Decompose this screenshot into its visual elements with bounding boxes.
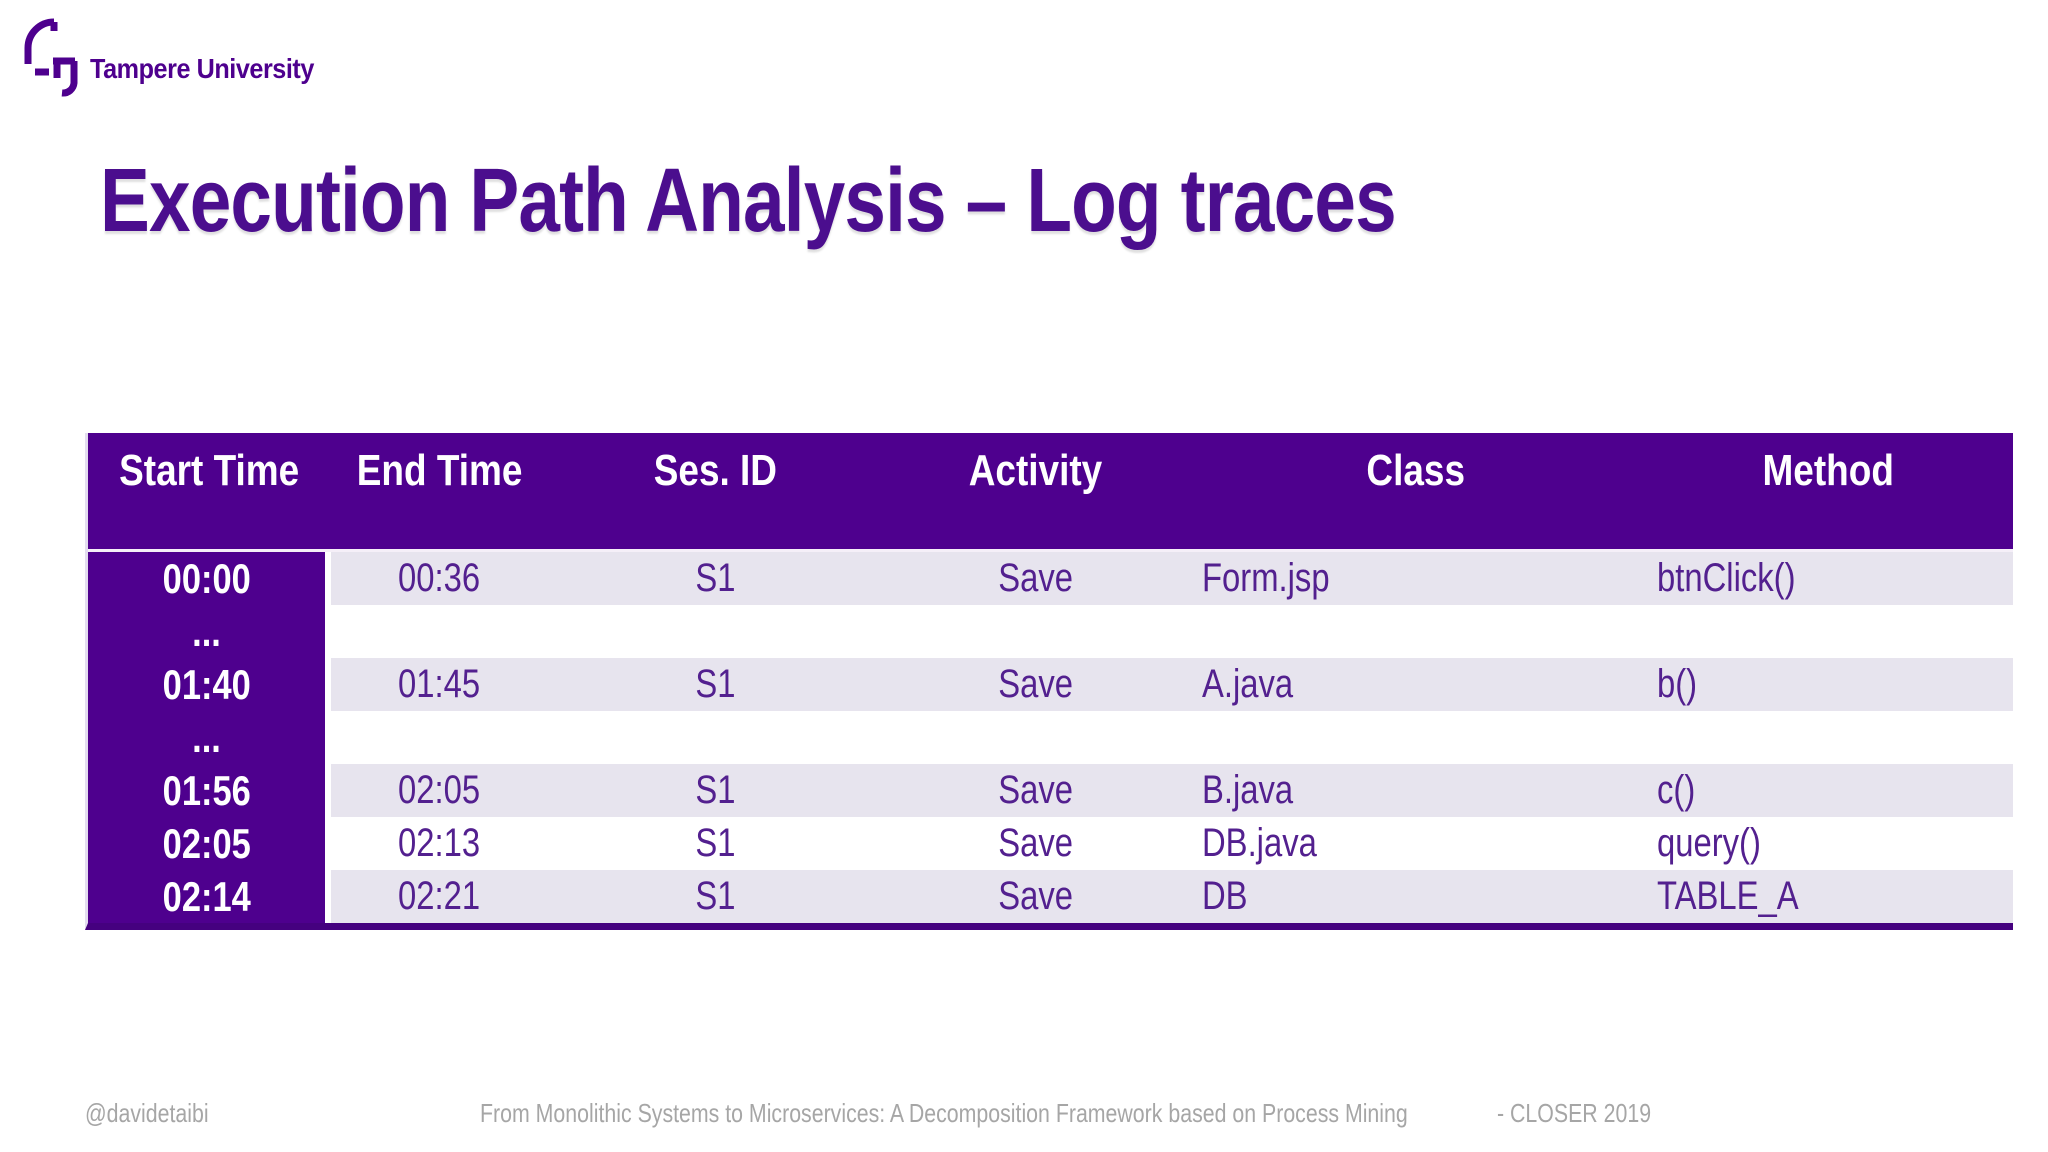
table-cell: TABLE_A	[1643, 870, 2013, 923]
footer-paper-reference: From Monolithic Systems to Microservices…	[480, 1098, 1408, 1128]
table-cell	[1188, 711, 1643, 764]
column-header-end-time: End Time	[331, 433, 548, 549]
table-row: 02:05 02:13 S1 Save DB.java query()	[88, 817, 2013, 870]
footer-conference-label: - CLOSER 2019	[1497, 1098, 1652, 1128]
table-cell: 02:13	[331, 817, 548, 870]
table-cell: 02:21	[331, 870, 548, 923]
table-row: ...	[88, 605, 2013, 658]
table-cell: query()	[1643, 817, 2013, 870]
table-cell: 01:40	[88, 658, 331, 711]
table-row: ...	[88, 711, 2013, 764]
table-cell: Save	[883, 552, 1188, 605]
table-cell: Save	[883, 817, 1188, 870]
page-title: Execution Path Analysis – Log traces	[100, 151, 1397, 251]
footer-author-handle: @davidetaibi	[85, 1098, 209, 1128]
table-cell	[331, 711, 548, 764]
table-cell: c()	[1643, 764, 2013, 817]
table-header-row: Start Time End Time Ses. ID Activity Cla…	[88, 433, 2013, 549]
table-cell: DB.java	[1188, 817, 1643, 870]
table-cell	[548, 605, 883, 658]
column-header-method: Method	[1643, 433, 2013, 549]
table-cell: 01:56	[88, 764, 331, 817]
table-cell	[1188, 605, 1643, 658]
table-cell: 02:05	[88, 817, 331, 870]
table-cell: Save	[883, 658, 1188, 711]
column-header-session-id: Ses. ID	[548, 433, 883, 549]
table-row: 01:56 02:05 S1 Save B.java c()	[88, 764, 2013, 817]
table-cell: B.java	[1188, 764, 1643, 817]
column-header-start-time: Start Time	[88, 433, 331, 549]
table-cell: 00:36	[331, 552, 548, 605]
table-cell: S1	[548, 764, 883, 817]
table-cell	[883, 605, 1188, 658]
table-cell: 01:45	[331, 658, 548, 711]
table-cell: Save	[883, 870, 1188, 923]
table-cell: S1	[548, 552, 883, 605]
table-cell: ...	[88, 605, 331, 658]
table-cell: ...	[88, 711, 331, 764]
table-cell	[1643, 605, 2013, 658]
table-cell	[331, 605, 548, 658]
table-cell: S1	[548, 870, 883, 923]
column-header-activity: Activity	[883, 433, 1188, 549]
table-cell: S1	[548, 817, 883, 870]
table-row: 00:00 00:36 S1 Save Form.jsp btnClick()	[88, 552, 2013, 605]
table-row: 02:14 02:21 S1 Save DB TABLE_A	[88, 870, 2013, 923]
tampere-university-logo-icon	[22, 14, 80, 98]
table-cell: 00:00	[88, 552, 331, 605]
table-body: 00:00 00:36 S1 Save Form.jsp btnClick()... 01:…	[88, 549, 2013, 923]
table-cell: btnClick()	[1643, 552, 2013, 605]
column-header-class: Class	[1188, 433, 1643, 549]
table-row: 01:40 01:45 S1 Save A.java b()	[88, 658, 2013, 711]
university-logo: Tampere University	[22, 14, 339, 98]
table-cell: 02:14	[88, 870, 331, 923]
table-cell: S1	[548, 658, 883, 711]
table-cell: 02:05	[331, 764, 548, 817]
table-cell: Form.jsp	[1188, 552, 1643, 605]
table-cell	[883, 711, 1188, 764]
log-traces-table: Start Time End Time Ses. ID Activity Cla…	[85, 433, 2013, 930]
university-wordmark: Tampere University	[90, 53, 314, 84]
table-cell: A.java	[1188, 658, 1643, 711]
table-cell: DB	[1188, 870, 1643, 923]
table-cell	[548, 711, 883, 764]
table-cell: Save	[883, 764, 1188, 817]
table-cell: b()	[1643, 658, 2013, 711]
table-cell	[1643, 711, 2013, 764]
